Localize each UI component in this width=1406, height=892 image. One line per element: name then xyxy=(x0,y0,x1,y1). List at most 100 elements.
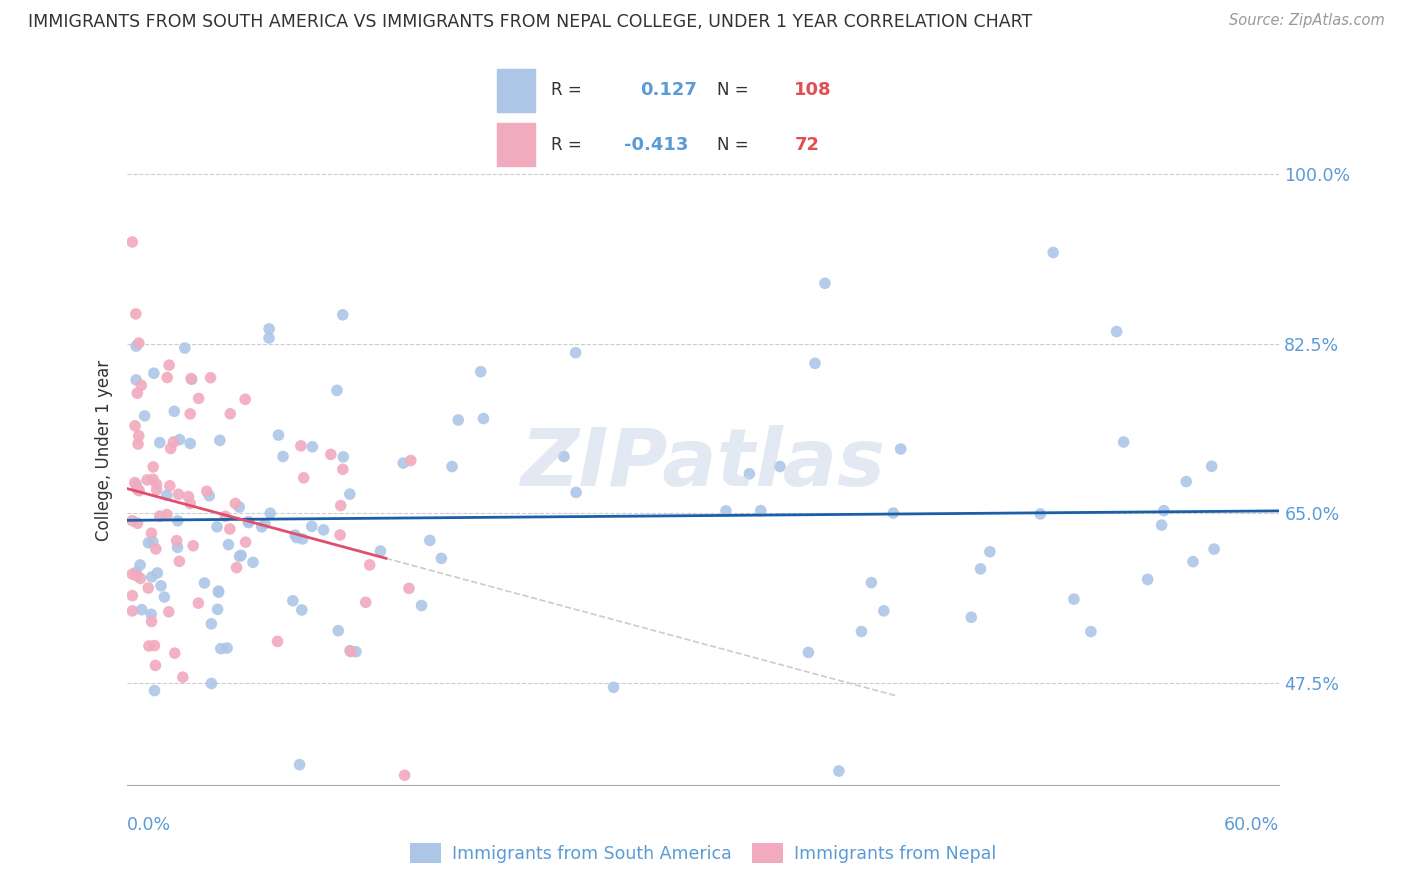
Point xyxy=(162,435,184,450)
Point xyxy=(215,640,238,655)
Point xyxy=(960,610,983,624)
Point xyxy=(205,520,228,534)
Point xyxy=(159,479,181,493)
Point xyxy=(159,442,181,456)
Point xyxy=(344,645,367,659)
Point xyxy=(328,624,350,638)
Point xyxy=(166,514,188,528)
Point xyxy=(129,558,152,572)
Point xyxy=(121,235,143,249)
Point xyxy=(218,522,240,536)
Point xyxy=(129,378,152,392)
Point xyxy=(242,555,264,569)
Point xyxy=(214,509,236,524)
Point xyxy=(157,605,180,619)
Point xyxy=(219,407,242,421)
Text: ZIPatlas: ZIPatlas xyxy=(520,425,886,503)
Point xyxy=(136,473,159,487)
Text: N =: N = xyxy=(717,81,748,100)
Point xyxy=(399,453,422,467)
Point xyxy=(200,676,222,690)
Point xyxy=(208,434,231,448)
Point xyxy=(814,277,837,291)
Point xyxy=(156,370,179,384)
Point xyxy=(218,538,240,552)
Point xyxy=(121,567,143,582)
Point xyxy=(145,477,167,491)
Point xyxy=(193,576,215,591)
Point xyxy=(228,549,250,564)
Point xyxy=(136,581,159,595)
Point xyxy=(179,407,201,421)
Point xyxy=(173,341,195,355)
Point xyxy=(125,307,148,321)
Point xyxy=(354,595,377,609)
Point xyxy=(180,371,202,385)
Point xyxy=(257,331,280,345)
Point xyxy=(125,569,148,583)
Point xyxy=(398,582,420,596)
Point xyxy=(127,516,149,531)
Point xyxy=(882,506,904,520)
Point xyxy=(145,483,167,497)
Point xyxy=(153,590,176,604)
Point xyxy=(224,496,246,510)
Point xyxy=(131,602,153,616)
Text: R =: R = xyxy=(551,136,582,153)
Point xyxy=(329,528,352,542)
Point xyxy=(127,483,149,497)
Point xyxy=(1063,592,1085,607)
Point xyxy=(125,373,148,387)
Point xyxy=(138,639,160,653)
Point xyxy=(1150,518,1173,533)
Point xyxy=(1042,245,1064,260)
Legend: Immigrants from South America, Immigrants from Nepal: Immigrants from South America, Immigrant… xyxy=(404,836,1002,870)
Point xyxy=(207,585,229,599)
Point xyxy=(411,599,433,613)
Point xyxy=(447,413,470,427)
Point xyxy=(156,508,179,522)
Point xyxy=(149,435,172,450)
Point xyxy=(873,604,896,618)
Point xyxy=(121,589,143,603)
Text: R =: R = xyxy=(551,81,582,100)
Point xyxy=(394,768,416,782)
Text: 0.0%: 0.0% xyxy=(127,816,170,834)
Point xyxy=(146,566,169,580)
Point xyxy=(890,442,912,456)
Point xyxy=(565,485,588,500)
Point xyxy=(339,487,361,501)
Point xyxy=(200,616,222,631)
Point xyxy=(1105,325,1128,339)
Point xyxy=(127,437,149,451)
Text: 108: 108 xyxy=(794,81,832,100)
Point xyxy=(141,526,163,541)
Point xyxy=(167,487,190,501)
Point xyxy=(142,472,165,486)
Point xyxy=(209,641,232,656)
Point xyxy=(285,531,308,545)
Bar xyxy=(496,123,536,166)
Point xyxy=(238,516,260,530)
Point xyxy=(828,764,851,778)
Point xyxy=(169,554,191,568)
Point xyxy=(553,450,575,464)
Point xyxy=(564,345,586,359)
Point xyxy=(281,594,304,608)
Point xyxy=(231,549,253,563)
Point xyxy=(290,439,312,453)
Point xyxy=(149,509,172,524)
Point xyxy=(124,418,146,433)
Point xyxy=(602,681,624,695)
Point xyxy=(128,429,150,443)
Point xyxy=(180,372,202,386)
Point xyxy=(1175,475,1198,489)
Point xyxy=(1201,459,1223,474)
Point xyxy=(392,456,415,470)
Point xyxy=(804,356,827,370)
Point xyxy=(156,488,179,502)
Point xyxy=(143,683,166,698)
Bar xyxy=(496,69,536,112)
Point xyxy=(979,545,1001,559)
Point xyxy=(172,670,194,684)
